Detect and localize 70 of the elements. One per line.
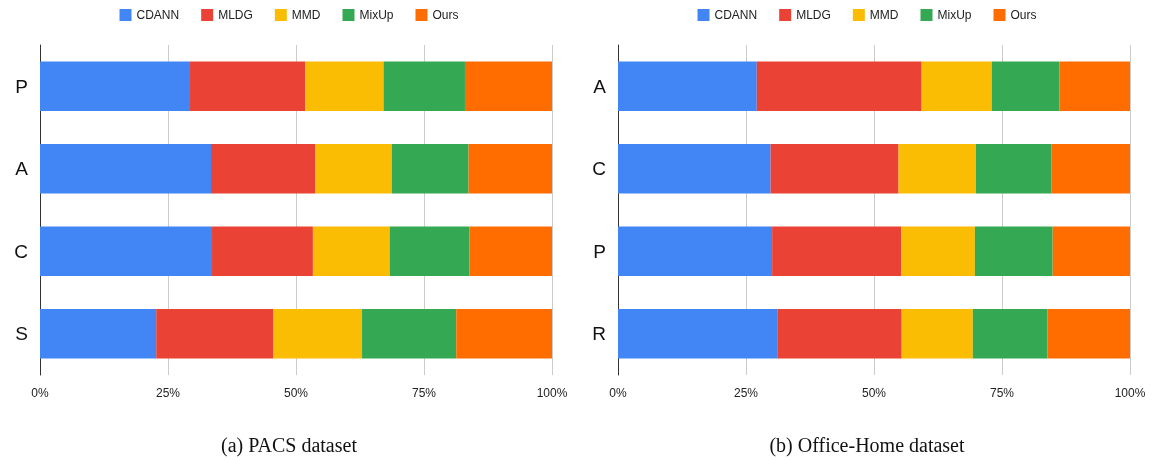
bar xyxy=(972,309,1048,359)
bar xyxy=(389,226,470,276)
x-tick-label: 0% xyxy=(31,386,49,400)
x-tick-label: 75% xyxy=(989,386,1015,400)
x-tick-label: 25% xyxy=(733,386,759,400)
bar xyxy=(770,144,899,194)
bar xyxy=(312,226,390,276)
y-tick-label: A xyxy=(593,75,607,97)
x-tick-label: 100% xyxy=(536,386,568,400)
legend-label: CDANN xyxy=(714,8,758,22)
x-tick-label: 75% xyxy=(411,386,437,400)
legend-label: MMD xyxy=(869,8,899,22)
legend-label: MLDG xyxy=(796,8,831,22)
bar xyxy=(305,61,384,111)
legend-label: CDANN xyxy=(136,8,180,22)
bar xyxy=(464,61,552,111)
bar xyxy=(991,61,1060,111)
bar xyxy=(273,309,363,359)
bar xyxy=(901,309,973,359)
y-tick-label: S xyxy=(15,323,28,345)
bar xyxy=(1059,61,1130,111)
bar xyxy=(1052,226,1130,276)
bar xyxy=(772,226,902,276)
bar xyxy=(921,61,992,111)
legend-label: MixUp xyxy=(937,8,972,22)
text: (a) PACS dataset xyxy=(221,434,358,457)
legend-label: MMD xyxy=(291,8,321,22)
bar xyxy=(898,144,976,194)
x-tick-label: 25% xyxy=(155,386,181,400)
bar xyxy=(618,309,778,359)
bar xyxy=(362,309,457,359)
bar xyxy=(1047,309,1130,359)
bar xyxy=(40,61,191,111)
bar xyxy=(618,144,771,194)
bar xyxy=(975,144,1052,194)
bar xyxy=(974,226,1053,276)
x-tick-label: 100% xyxy=(1114,386,1146,400)
y-tick-label: R xyxy=(592,323,606,345)
bar xyxy=(212,226,313,276)
x-tick-label: 50% xyxy=(861,386,887,400)
y-tick-label: A xyxy=(15,158,29,180)
bar xyxy=(618,226,773,276)
y-tick-label: C xyxy=(14,240,28,262)
bar xyxy=(40,144,212,194)
bar xyxy=(391,144,469,194)
bar xyxy=(383,61,465,111)
bar xyxy=(456,309,552,359)
bar xyxy=(40,309,157,359)
bar xyxy=(40,226,213,276)
legend-label: MLDG xyxy=(218,8,253,22)
bar xyxy=(156,309,274,359)
bar xyxy=(901,226,975,276)
x-tick-label: 50% xyxy=(283,386,309,400)
legend-label: MixUp xyxy=(359,8,394,22)
bar xyxy=(190,61,306,111)
bar xyxy=(1051,144,1130,194)
bar xyxy=(618,61,757,111)
bar xyxy=(469,226,552,276)
bar xyxy=(468,144,552,194)
y-tick-label: C xyxy=(592,158,606,180)
bar xyxy=(315,144,392,194)
legend-label: Ours xyxy=(432,8,459,22)
bar xyxy=(211,144,316,194)
bar xyxy=(756,61,922,111)
y-tick-label: P xyxy=(15,75,28,97)
y-tick-label: P xyxy=(593,240,606,262)
x-tick-label: 0% xyxy=(609,386,627,400)
bar xyxy=(777,309,902,359)
text: (b) Office-Home dataset xyxy=(769,434,965,457)
legend-label: Ours xyxy=(1010,8,1037,22)
